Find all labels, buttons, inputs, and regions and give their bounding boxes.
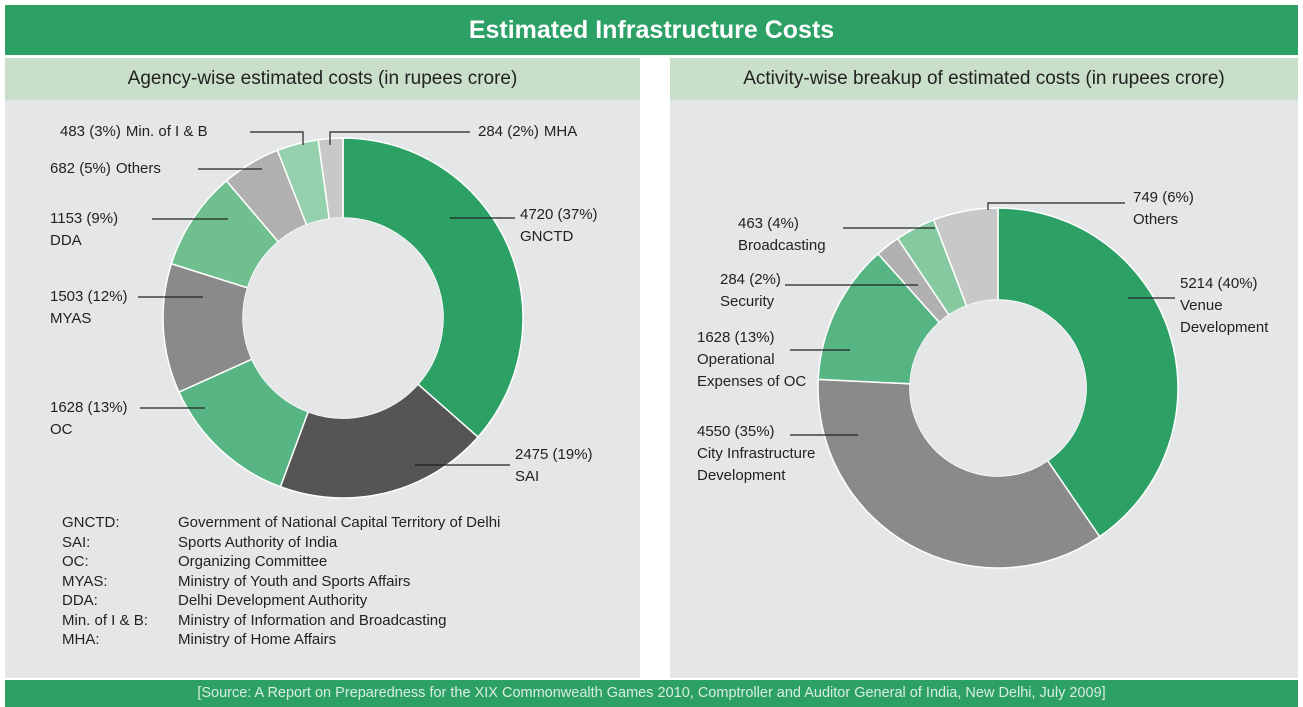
abbreviation-meaning: Organizing Committee	[178, 553, 328, 570]
leader-line	[250, 131, 304, 145]
abbreviation-meaning: Ministry of Youth and Sports Affairs	[178, 572, 411, 590]
source: [Source: A Report on Preparedness for th…	[5, 680, 1298, 707]
value-label: 2475 (19%)	[515, 446, 593, 463]
abbreviation: SAI:	[62, 533, 91, 551]
category-label: SAI	[515, 468, 540, 485]
data-label: 463 (4%) Broadcasting	[738, 213, 858, 257]
category-label: OC	[50, 421, 73, 438]
value-label: 1628 (13%)	[50, 399, 128, 416]
value-label: 1503 (12%)	[50, 288, 128, 305]
data-label: 4720 (37%) GNCTD	[520, 204, 640, 248]
abbreviation-meaning: Ministry of Home Affairs	[178, 631, 337, 648]
data-label: 749 (6%) Others	[1133, 187, 1233, 231]
category-label: MHA	[543, 123, 578, 140]
category-label: Broadcasting	[738, 237, 826, 254]
data-label: 284 (2%) Security	[720, 269, 840, 313]
value-label: 4720 (37%)	[520, 206, 598, 223]
abbreviation: MHA:	[62, 631, 100, 648]
value-label: 1628 (13%)	[697, 329, 775, 346]
category-label: Venue Development	[1180, 297, 1269, 336]
category-label: Others	[115, 160, 161, 177]
data-label: 4550 (35%) City Infrastructure Developmen…	[697, 421, 847, 487]
value-label: 1153 (9%)	[50, 210, 119, 227]
category-label: Others	[1133, 211, 1179, 228]
abbreviation-meaning: Delhi Development Authority	[178, 592, 368, 609]
data-label: 483 (3%) Min. of I & B	[60, 121, 260, 143]
category-label: Operational Expenses of OC	[697, 351, 807, 390]
abbreviation-meaning: Sports Authority of India	[178, 533, 338, 551]
value-label: 749 (6%)	[1133, 189, 1194, 206]
abbreviation: Min. of I & B:	[62, 611, 148, 629]
abbreviation-meaning: Ministry of Information and Broadcasting	[178, 611, 447, 629]
abbreviation: DDA:	[62, 592, 98, 609]
value-label: 483 (3%)	[60, 123, 121, 140]
value-label: 284 (2%)	[720, 271, 781, 288]
value-label: 463 (4%)	[738, 215, 799, 232]
data-label: 2475 (19%) SAI	[515, 444, 635, 488]
leader-line	[329, 131, 470, 145]
category-label: DDA	[50, 232, 82, 249]
abbreviation-meaning: Government of National Capital Territory…	[178, 514, 501, 531]
data-label: 1503 (12%) MYAS	[50, 286, 170, 330]
data-label: 1628 (13%) Operational Expenses of OC	[697, 327, 815, 393]
donut-hole	[243, 218, 443, 418]
abbreviation: MYAS:	[62, 572, 108, 590]
category-label: Security	[720, 293, 775, 310]
page-title: Estimated Infrastructure Costs	[5, 5, 1298, 55]
value-label: 5214 (40%)	[1180, 275, 1258, 292]
data-label: 682 (5%) Others	[50, 158, 200, 180]
abbreviation: OC:	[62, 553, 89, 570]
donut-hole	[910, 300, 1086, 476]
chart-title: Agency-wise estimated costs (in rupees c…	[5, 58, 640, 100]
data-label: 1628 (13%) OC	[50, 397, 170, 441]
category-label: MYAS	[50, 310, 92, 327]
data-label: 284 (2%) MHA	[478, 121, 628, 143]
value-label: 4550 (35%)	[697, 423, 775, 440]
chart-title: Activity-wise breakup of estimated costs…	[670, 58, 1298, 100]
data-label: 5214 (40%) Venue Development	[1180, 273, 1280, 339]
abbreviation: GNCTD:	[62, 514, 120, 531]
category-label: Min. of I & B	[125, 123, 208, 140]
category-label: GNCTD	[520, 228, 574, 245]
data-label: 1153 (9%) DDA	[50, 208, 170, 252]
value-label: 682 (5%)	[50, 160, 111, 177]
value-label: 284 (2%)	[478, 123, 539, 140]
category-label: City Infrastructure Development	[697, 445, 816, 484]
leader-line	[987, 202, 1125, 210]
